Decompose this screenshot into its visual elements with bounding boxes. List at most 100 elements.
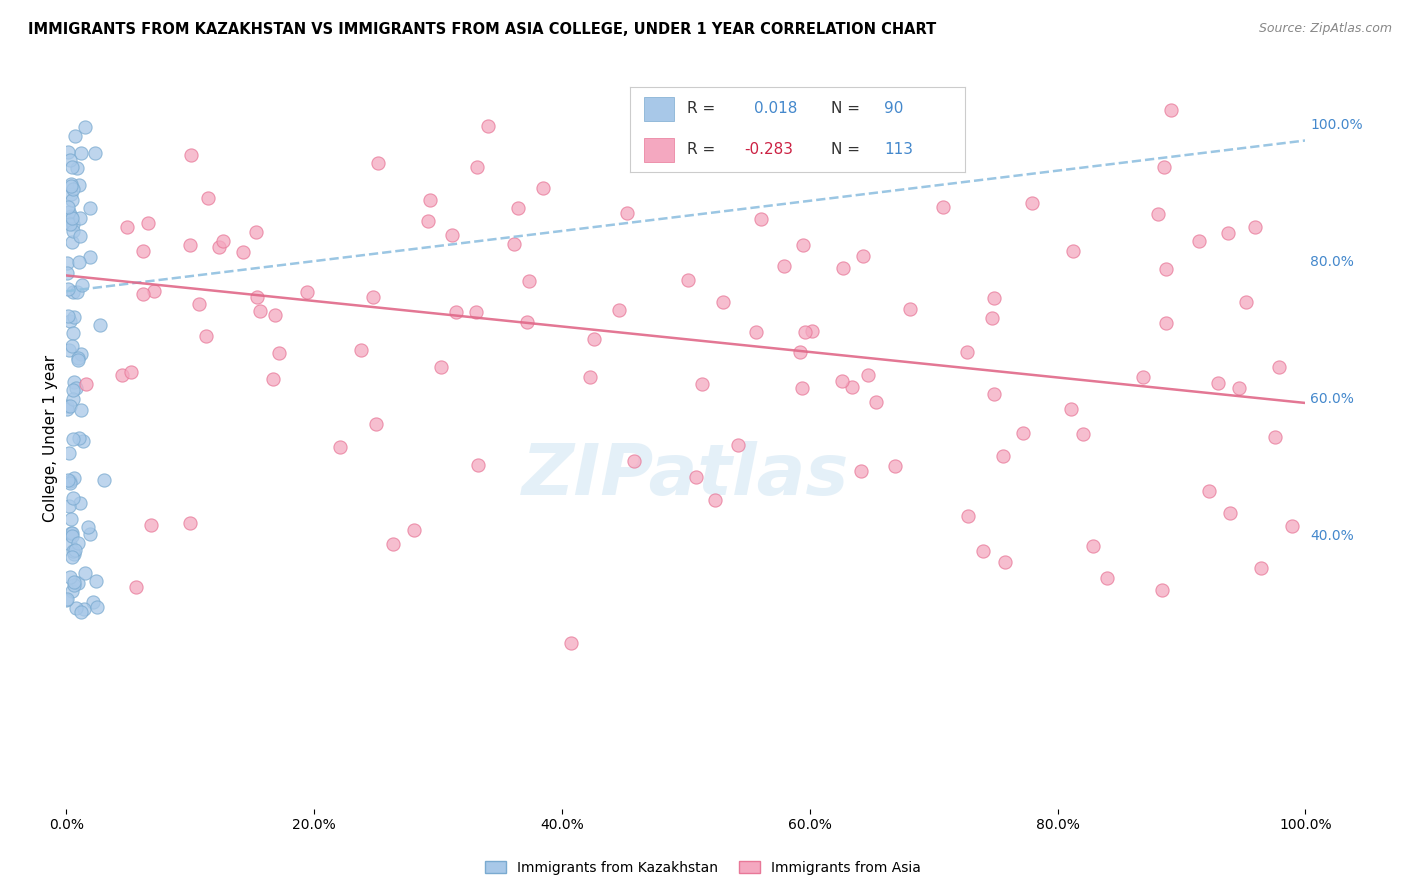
Point (1062, 244, 1084, 259)
Point (246, 290, 269, 304)
Point (1132, 370, 1154, 384)
Point (89, 318, 111, 333)
Point (212, 234, 235, 248)
Point (67, 178, 90, 192)
Point (1206, 376, 1229, 390)
Point (66, 352, 89, 367)
Point (180, 147, 202, 161)
Point (711, 294, 734, 309)
Point (65, 600, 87, 615)
Point (367, 155, 389, 169)
Point (1219, 506, 1241, 520)
Point (62, 526, 84, 541)
Point (138, 217, 160, 231)
Point (56, 200, 79, 214)
Point (465, 161, 488, 175)
Point (972, 544, 994, 558)
Point (790, 381, 813, 395)
Point (63, 375, 86, 389)
Point (56, 309, 79, 323)
Point (502, 236, 524, 251)
Point (208, 240, 231, 254)
Point (111, 368, 134, 383)
Point (77, 520, 100, 534)
Point (59, 217, 82, 231)
Point (1264, 430, 1286, 444)
Point (1216, 226, 1239, 240)
Point (957, 509, 980, 524)
Point (59, 314, 82, 328)
Point (142, 284, 165, 298)
Point (132, 287, 155, 301)
Point (60, 584, 83, 599)
Point (79, 526, 101, 541)
Point (120, 365, 142, 379)
Point (789, 345, 811, 359)
Point (79, 201, 101, 215)
Point (1147, 207, 1170, 221)
Point (295, 285, 318, 299)
Point (1243, 220, 1265, 235)
Point (82, 594, 104, 608)
Point (616, 206, 638, 220)
Point (62, 544, 84, 558)
Point (419, 193, 441, 207)
Point (232, 244, 254, 259)
Point (516, 315, 538, 329)
Point (1281, 518, 1303, 533)
Point (832, 260, 855, 275)
Point (506, 201, 529, 215)
Text: ZIPatlas: ZIPatlas (522, 442, 849, 510)
Point (86, 599, 108, 614)
Point (59, 570, 82, 584)
Point (1198, 484, 1220, 499)
Point (60, 193, 83, 207)
Point (56, 215, 79, 229)
Point (62, 224, 84, 238)
Point (980, 311, 1002, 326)
Text: Source: ZipAtlas.com: Source: ZipAtlas.com (1258, 22, 1392, 36)
Point (849, 464, 872, 478)
Point (900, 301, 922, 316)
Point (62, 547, 84, 561)
Point (361, 290, 384, 304)
Point (75, 377, 97, 392)
Point (69, 211, 91, 226)
Point (73, 602, 96, 616)
Point (65, 543, 87, 558)
Point (1095, 571, 1118, 585)
Point (93, 473, 115, 487)
Point (73, 566, 96, 580)
Point (72, 434, 94, 448)
Point (58, 282, 80, 296)
Point (467, 458, 489, 472)
Point (60, 209, 83, 223)
Point (249, 304, 271, 318)
Point (579, 370, 602, 384)
Point (69, 496, 91, 510)
Point (465, 305, 488, 319)
Point (1160, 103, 1182, 117)
Point (865, 394, 887, 409)
Point (59, 179, 82, 194)
Point (66, 575, 89, 590)
Point (676, 273, 699, 287)
Point (62, 574, 84, 589)
Point (62, 384, 84, 398)
Point (66, 351, 89, 365)
Point (60, 211, 83, 226)
Point (1083, 540, 1105, 554)
Point (179, 238, 201, 252)
Point (60, 550, 83, 565)
Point (366, 417, 388, 431)
Point (1060, 402, 1083, 417)
Point (1227, 381, 1250, 395)
Point (956, 345, 979, 359)
Point (56, 145, 79, 159)
Point (84, 145, 107, 160)
Point (62, 392, 84, 406)
Point (67, 431, 90, 445)
Point (59, 153, 82, 167)
Point (638, 121, 661, 136)
Point (560, 636, 582, 650)
